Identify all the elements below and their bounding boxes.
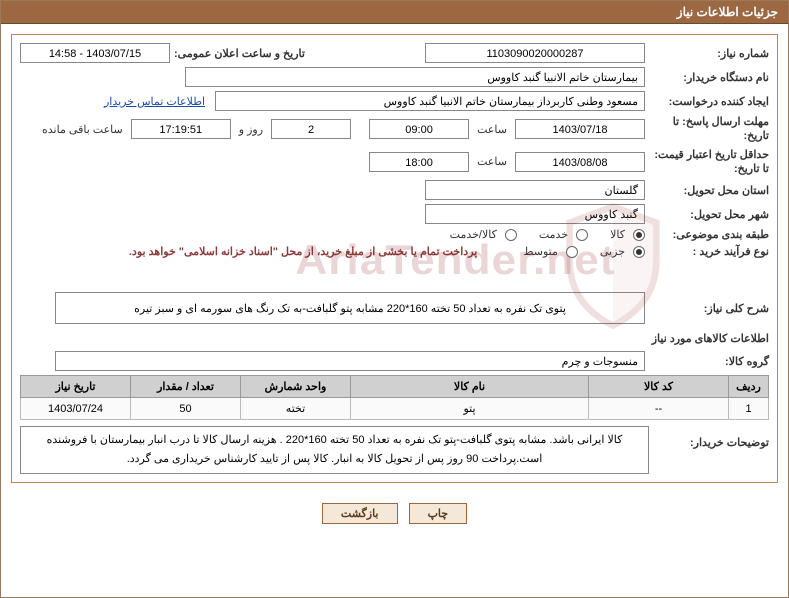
label-hour-2: ساعت: [473, 155, 511, 168]
category-radio-label: کالا: [606, 229, 629, 241]
label-announce-date: تاریخ و ساعت اعلان عمومی:: [174, 47, 305, 60]
label-buyer-notes: توضیحات خریدار:: [649, 426, 769, 449]
field-city: گنبد کاووس: [425, 204, 645, 224]
field-buyer-org: بیمارستان خاتم الانبیا گنبد کاووس: [185, 67, 645, 87]
field-goods-group: منسوجات و چرم: [55, 351, 645, 371]
label-days-and: روز و: [235, 123, 267, 136]
table-cell: 50: [131, 398, 241, 420]
table-cell: --: [589, 398, 729, 420]
table-header: تاریخ نیاز: [21, 376, 131, 398]
table-header: ردیف: [729, 376, 769, 398]
purchase-type-radio-label: متوسط: [519, 246, 562, 258]
category-radio[interactable]: [505, 229, 517, 241]
label-hour-1: ساعت: [473, 123, 511, 136]
label-buyer-org: نام دستگاه خریدار:: [649, 71, 769, 84]
form-container: شماره نیاز: 1103090020000287 تاریخ و ساع…: [11, 34, 778, 483]
row-purchase-type: نوع فرآیند خرید : جزیی متوسط پرداخت تمام …: [20, 245, 769, 258]
items-table: ردیفکد کالانام کالاواحد شمارشتعداد / مقد…: [20, 375, 769, 420]
field-days-left: 2: [271, 119, 351, 139]
field-time-left: 17:19:51: [131, 119, 231, 139]
contact-link[interactable]: اطلاعات تماس خریدار: [104, 95, 205, 108]
label-goods-group: گروه کالا:: [649, 355, 769, 368]
items-header: اطلاعات کالاهای مورد نیاز: [20, 332, 769, 345]
purchase-type-radio[interactable]: [566, 246, 578, 258]
table-cell: 1: [729, 398, 769, 420]
table-cell: پتو: [351, 398, 589, 420]
table-cell: 1403/07/24: [21, 398, 131, 420]
table-header: کد کالا: [589, 376, 729, 398]
field-overall-desc: پتوی تک نفره به تعداد 50 تخته 160*220 مش…: [55, 292, 645, 324]
field-deadline-date: 1403/07/18: [515, 119, 645, 139]
field-requester: مسعود وطنی کاربرداز بیمارستان خاتم الانب…: [215, 91, 645, 111]
field-deadline-time: 09:00: [369, 119, 469, 139]
label-req-number: شماره نیاز:: [649, 47, 769, 60]
category-radio-label: کالا/خدمت: [446, 229, 501, 241]
print-button[interactable]: چاپ: [409, 503, 468, 524]
label-requester: ایجاد کننده درخواست:: [649, 95, 769, 108]
back-button[interactable]: بازگشت: [322, 503, 398, 524]
category-radio[interactable]: [576, 229, 588, 241]
field-province: گلستان: [425, 180, 645, 200]
table-header: واحد شمارش: [241, 376, 351, 398]
field-validity-date: 1403/08/08: [515, 152, 645, 172]
row-category: طبقه بندی موضوعی: کالا خدمت کالا/خدمت: [20, 228, 769, 241]
table-header: تعداد / مقدار: [131, 376, 241, 398]
label-overall-desc: شرح کلی نیاز:: [649, 302, 769, 315]
table-row: 1--پتوتخته501403/07/24: [21, 398, 769, 420]
field-req-number: 1103090020000287: [425, 43, 645, 63]
table-header: نام کالا: [351, 376, 589, 398]
label-remaining: ساعت باقی مانده: [38, 123, 127, 136]
label-city: شهر محل تحویل:: [649, 208, 769, 221]
field-validity-time: 18:00: [369, 152, 469, 172]
category-radio[interactable]: [633, 229, 645, 241]
payment-note: پرداخت تمام یا بخشی از مبلغ خرید، از محل…: [129, 245, 477, 258]
label-province: استان محل تحویل:: [649, 184, 769, 197]
label-category: طبقه بندی موضوعی:: [649, 228, 769, 241]
table-cell: تخته: [241, 398, 351, 420]
label-validity: حداقل تاریخ اعتبار قیمت: تا تاریخ:: [649, 148, 769, 177]
purchase-type-radio-label: جزیی: [596, 246, 629, 258]
purchase-type-radio[interactable]: [633, 246, 645, 258]
field-announce-date: 1403/07/15 - 14:58: [20, 43, 170, 63]
label-deadline: مهلت ارسال پاسخ: تا تاریخ:: [649, 115, 769, 144]
field-buyer-notes: کالا ایرانی باشد. مشابه پتوی گلبافت-پتو …: [20, 426, 649, 473]
label-purchase-type: نوع فرآیند خرید :: [649, 245, 769, 258]
panel-title: جزئیات اطلاعات نیاز: [1, 1, 788, 24]
category-radio-label: خدمت: [535, 229, 572, 241]
